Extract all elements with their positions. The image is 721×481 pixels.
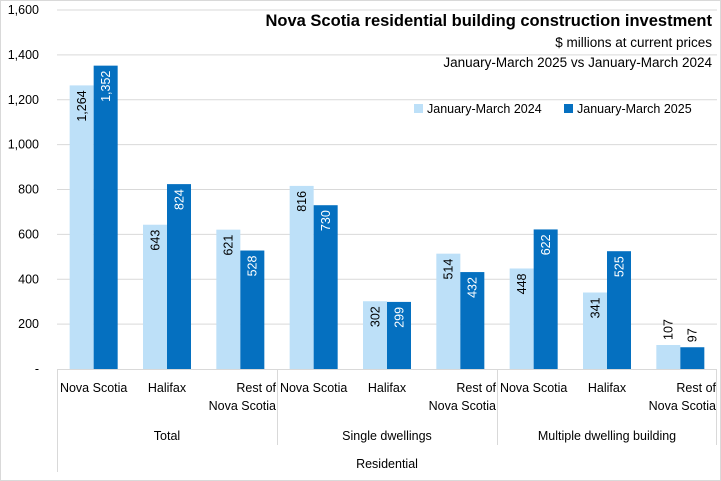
data-label: 528 [246,255,260,276]
data-label: 107 [662,319,676,340]
legend-swatch-2025 [564,104,573,113]
category-label: Halifax [368,381,407,395]
data-label: 816 [295,191,309,212]
bar-2025 [240,250,265,369]
category-label: Nova Scotia [429,399,496,413]
data-label: 525 [612,256,626,277]
bar-2025 [167,184,191,369]
x-axis: Nova Scotia Halifax Rest of Nova Scotia Nova… [57,369,717,472]
data-label: 621 [222,235,236,256]
data-label: 432 [466,277,480,298]
data-label: 622 [539,234,553,255]
data-label: 824 [172,189,186,210]
legend-label-2025: January-March 2025 [577,102,692,116]
data-label: 643 [148,230,162,251]
category-label: Rest of [236,381,276,395]
y-tick-label: 800 [18,183,39,197]
data-label: 1,264 [75,90,89,121]
bar-2024 [436,253,461,369]
bar-2024 [583,292,607,369]
y-tick-label: 1,600 [8,3,39,17]
data-label: 97 [686,328,700,342]
y-axis: - 200 400 600 800 1,000 1,200 1,400 1,600 [8,3,39,376]
legend: January-March 2024 January-March 2025 [414,102,692,116]
bar-2025 [387,301,411,369]
bar-2024 [509,268,534,369]
data-label: 1,352 [99,71,113,102]
legend-label-2024: January-March 2024 [427,102,542,116]
chart-title: Nova Scotia residential building constru… [266,12,713,30]
y-tick-label: 600 [18,227,39,241]
category-label: Nova Scotia [500,381,567,395]
bar-2025 [680,347,705,369]
category-label: Halifax [588,381,627,395]
bar-2025 [607,251,631,369]
category-label: Nova Scotia [209,399,276,413]
chart-subtitle: $ millions at current prices [555,35,712,50]
bar-2024 [656,344,681,369]
data-label: 299 [392,307,406,328]
category-label: Nova Scotia [280,381,347,395]
y-tick-label: 200 [18,317,39,331]
category-label: Rest of [456,381,496,395]
bar-2025 [533,229,558,369]
bar-2025 [93,65,118,370]
category-label: Rest of [676,381,716,395]
group-label: Multiple dwelling building [538,429,676,443]
data-label: 448 [515,273,529,294]
bar-2024 [69,85,94,369]
category-label: Nova Scotia [60,381,127,395]
bar-2024 [363,301,387,369]
bars: 1,264 643 621 816 302 514 448 341 107 1,352 824 528… [69,65,705,370]
bar-2024 [289,185,314,369]
category-label: Nova Scotia [649,399,716,413]
bar-2025 [313,205,338,369]
bar-2025 [460,272,485,369]
legend-swatch-2024 [414,104,423,113]
chart-period: January-March 2025 vs January-March 2024 [443,55,712,70]
data-label: 730 [319,210,333,231]
data-label: 341 [588,297,602,318]
supergroup-label: Residential [356,457,418,471]
group-label: Single dwellings [342,429,432,443]
data-label: 302 [368,306,382,327]
y-tick-label: 400 [18,272,39,286]
category-label: Halifax [148,381,187,395]
data-label: 514 [442,259,456,280]
y-tick-label: 1,400 [8,48,39,62]
y-tick-label: 1,000 [8,138,39,152]
y-tick-label: 1,200 [8,93,39,107]
y-tick-label: - [35,362,39,376]
group-label: Total [154,429,180,443]
bar-2024 [143,224,167,369]
bar-2024 [216,229,241,369]
